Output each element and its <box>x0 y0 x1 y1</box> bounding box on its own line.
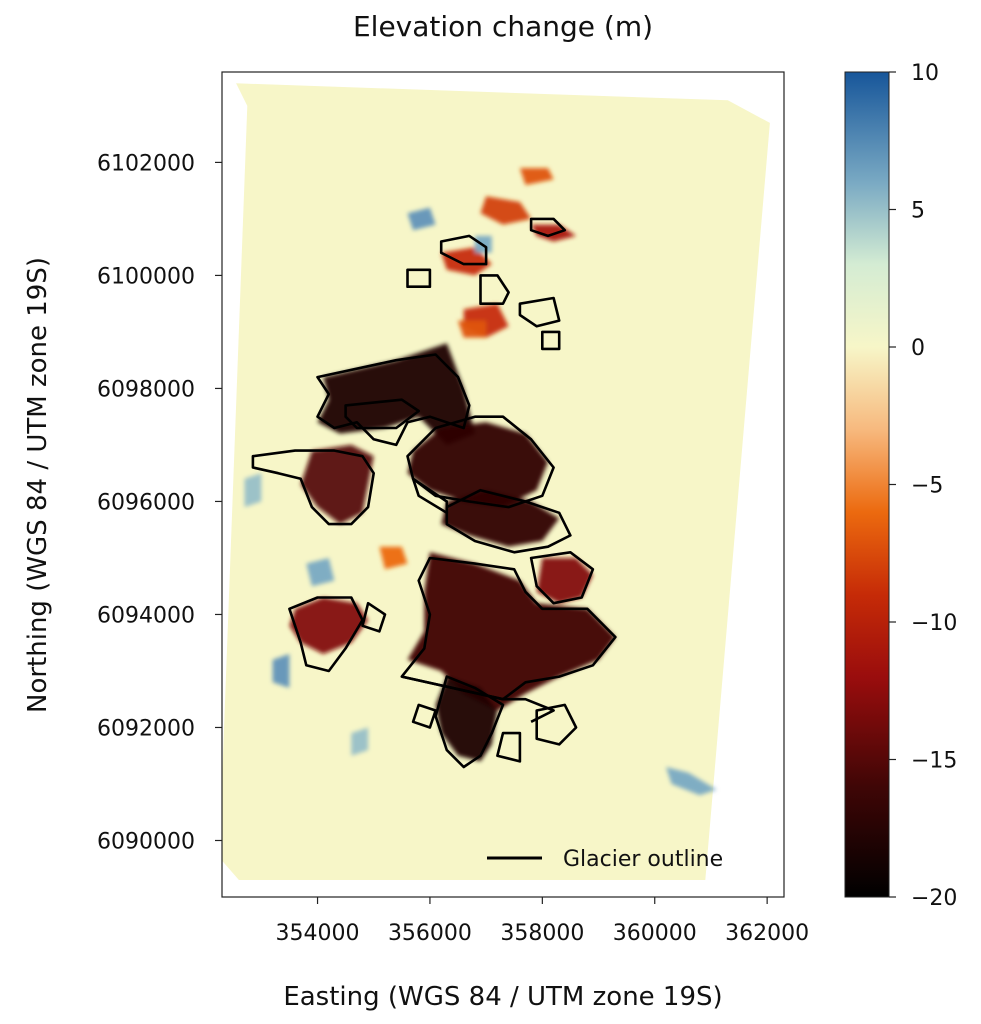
colorbar-tick-label: −20 <box>911 886 957 911</box>
change-zone <box>407 207 436 231</box>
change-zone <box>407 422 548 508</box>
plot-frame <box>221 71 785 898</box>
y-tick-label: 6102000 <box>97 151 195 176</box>
glacier-outline <box>518 296 561 328</box>
x-tick-label: 362000 <box>725 921 809 946</box>
change-zone <box>441 247 492 276</box>
glacier-outline <box>434 675 505 769</box>
x-axis-ticks: 354000 356000 358000 360000 362000 <box>276 897 809 946</box>
change-zone <box>536 558 593 604</box>
x-tick-label: 356000 <box>388 921 472 946</box>
colorbar: 10 5 0 −5 −10 −15 −20 <box>844 61 957 911</box>
colorbar-tick-label: 5 <box>911 199 925 224</box>
y-tick-label: 6094000 <box>97 603 195 628</box>
colorbar-gradient <box>844 71 890 898</box>
x-tick-label: 358000 <box>500 921 584 946</box>
change-zone <box>244 473 262 508</box>
glacier-outline <box>439 234 488 266</box>
glacier-outline <box>479 274 510 306</box>
glacier-outline <box>401 675 555 723</box>
x-tick-label: 360000 <box>613 921 697 946</box>
glacier-outline <box>406 268 432 289</box>
colorbar-tick-label: 0 <box>911 336 925 361</box>
colorbar-tick-label: −5 <box>911 474 943 499</box>
y-tick-label: 6100000 <box>97 264 195 289</box>
glacier-outlines <box>251 217 617 769</box>
glacier-outline <box>445 488 572 554</box>
glacier-outline <box>496 731 522 763</box>
legend: Glacier outline <box>487 847 723 872</box>
change-zone <box>435 676 498 762</box>
legend-label: Glacier outline <box>563 847 723 872</box>
y-axis-ticks: 6090000 6092000 6094000 6096000 6098000 61000… <box>97 151 222 854</box>
change-zone <box>480 196 532 225</box>
change-zone <box>666 767 717 796</box>
glacier-outline <box>251 449 376 526</box>
y-tick-label: 6092000 <box>97 716 195 741</box>
glacier-outline <box>316 353 471 447</box>
change-zone <box>407 552 616 711</box>
glacier-outline <box>361 601 387 633</box>
glacier-outline <box>540 330 561 351</box>
plot-area <box>222 83 770 880</box>
change-zone <box>379 546 408 570</box>
glacier-outline <box>529 217 567 238</box>
glacier-outline <box>411 703 437 729</box>
change-zone <box>441 490 560 547</box>
colorbar-tick-label: 10 <box>911 61 939 86</box>
change-zone <box>458 320 487 338</box>
change-zone <box>519 168 554 185</box>
change-zone <box>351 727 369 756</box>
glacier-outline <box>529 550 595 605</box>
x-axis-label: Easting (WGS 84 / UTM zone 19S) <box>283 982 722 1012</box>
glacier-outline <box>400 556 617 701</box>
colorbar-tick-label: −15 <box>911 749 957 774</box>
glacier-outline <box>288 596 364 673</box>
change-zone <box>300 444 374 525</box>
y-tick-label: 6090000 <box>97 829 195 854</box>
colorbar-tick-label: −10 <box>911 611 957 636</box>
y-tick-label: 6096000 <box>97 490 195 515</box>
change-zone <box>306 558 335 587</box>
glacier-outline <box>535 703 578 746</box>
glacier-outline <box>344 398 421 430</box>
y-axis-label: Northing (WGS 84 / UTM zone 19S) <box>23 257 53 713</box>
chart-title: Elevation change (m) <box>353 10 653 43</box>
change-zone <box>289 597 369 654</box>
x-tick-label: 354000 <box>276 921 360 946</box>
colorbar-ticks: 10 5 0 −5 −10 −15 −20 <box>889 61 957 911</box>
elevation-change-zones <box>244 168 717 796</box>
change-zone <box>272 654 290 688</box>
y-tick-label: 6098000 <box>97 377 195 402</box>
